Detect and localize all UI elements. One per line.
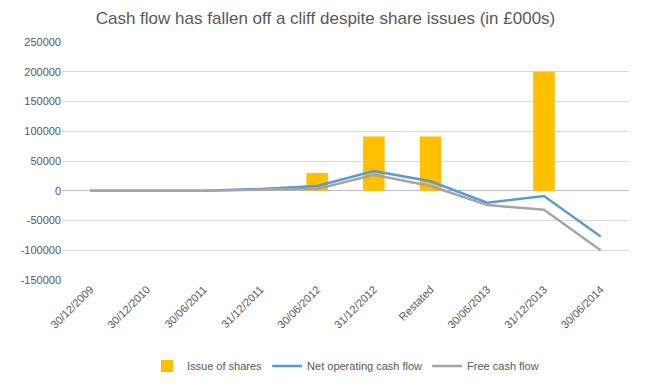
svg-text:200000: 200000 — [24, 66, 61, 78]
svg-text:-50000: -50000 — [27, 214, 61, 226]
svg-text:Net operating cash flow: Net operating cash flow — [307, 360, 422, 372]
svg-text:250000: 250000 — [24, 36, 61, 48]
svg-text:30/06/2012: 30/06/2012 — [275, 283, 322, 330]
svg-text:100000: 100000 — [24, 125, 61, 137]
svg-text:30/06/2013: 30/06/2013 — [445, 283, 492, 330]
svg-text:Free cash flow: Free cash flow — [467, 360, 539, 372]
svg-text:30/06/2014: 30/06/2014 — [559, 283, 606, 330]
svg-text:-150000: -150000 — [21, 274, 61, 286]
svg-text:150000: 150000 — [24, 95, 61, 107]
svg-text:31/12/2012: 31/12/2012 — [332, 283, 379, 330]
svg-text:0: 0 — [55, 185, 61, 197]
svg-text:Cash flow has fallen off a cli: Cash flow has fallen off a cliff despite… — [96, 9, 556, 28]
svg-text:-100000: -100000 — [21, 244, 61, 256]
svg-text:30/12/2009: 30/12/2009 — [48, 283, 95, 330]
svg-text:30/06/2011: 30/06/2011 — [162, 283, 209, 330]
svg-text:Issue of shares: Issue of shares — [187, 360, 262, 372]
svg-text:Restated: Restated — [396, 283, 436, 323]
svg-text:31/12/2011: 31/12/2011 — [219, 283, 266, 330]
svg-text:50000: 50000 — [30, 155, 61, 167]
svg-text:31/12/2013: 31/12/2013 — [502, 283, 549, 330]
svg-text:30/12/2010: 30/12/2010 — [105, 283, 152, 330]
